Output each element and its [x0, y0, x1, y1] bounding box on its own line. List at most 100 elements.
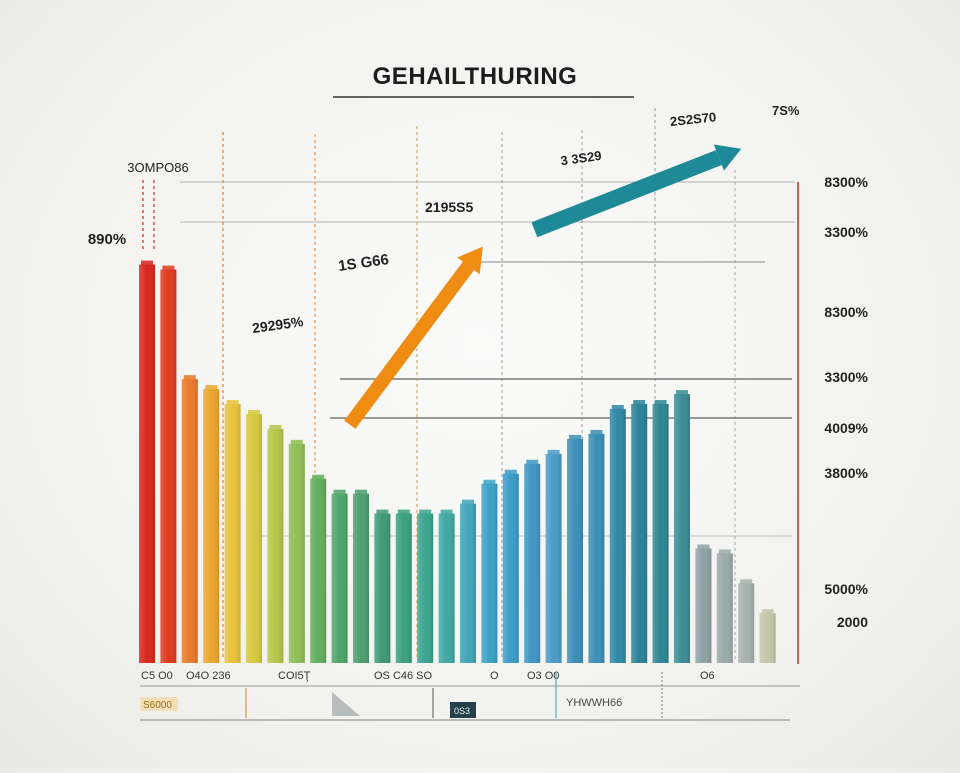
- bar-cap: [654, 400, 667, 406]
- right-label: 3300%: [824, 369, 868, 385]
- bar-shade: [438, 513, 455, 663]
- bar-cap: [590, 429, 603, 435]
- bar-cap: [162, 265, 175, 271]
- bar-cap: [312, 474, 325, 480]
- bar-cap: [397, 509, 410, 515]
- bottom-label: O4O 236: [186, 670, 231, 682]
- bar-cap: [761, 609, 774, 615]
- right-label: 3300%: [824, 224, 868, 240]
- trend-line: [531, 150, 722, 238]
- bottom-label: O3 O0: [527, 670, 559, 682]
- chart-title: GEHAILTHURING: [373, 63, 578, 90]
- left-label: 890%: [88, 231, 126, 248]
- bar-shade: [567, 438, 583, 663]
- bar-shade: [331, 493, 348, 663]
- bar-shade: [588, 433, 605, 663]
- bar-shade: [759, 613, 776, 663]
- bar-shade: [203, 389, 220, 663]
- bar-cap: [483, 479, 496, 485]
- bar-cap: [269, 424, 282, 430]
- bar-shade: [502, 473, 519, 663]
- bar-shade: [481, 483, 498, 663]
- bar-cap: [248, 410, 260, 415]
- bar-shade: [374, 513, 391, 663]
- bar-shade: [395, 513, 412, 663]
- bottom-label: C5 O0: [141, 670, 173, 682]
- bar-shade: [417, 513, 434, 663]
- bar-cap: [526, 459, 539, 465]
- bar-shade: [738, 583, 755, 663]
- bar-cap: [290, 439, 303, 445]
- bar-cap: [718, 549, 731, 555]
- annotation-label: 2195S5: [425, 199, 473, 215]
- bar-cap: [183, 375, 196, 381]
- right-label: 5000%: [824, 581, 868, 597]
- bar-shade: [288, 443, 305, 663]
- bar-shade: [524, 463, 541, 663]
- bottom-label: O: [490, 670, 499, 682]
- bottom-label: OS C46 SO: [374, 670, 433, 682]
- bar-cap: [697, 544, 710, 550]
- bar-cap: [740, 579, 753, 585]
- bar-cap: [462, 499, 474, 505]
- bar-shade: [716, 553, 733, 663]
- bar-cap: [226, 400, 239, 406]
- trend-arrowhead: [457, 246, 483, 275]
- bar-cap: [333, 489, 346, 495]
- bar-cap: [141, 260, 153, 266]
- bar-shade: [609, 409, 626, 663]
- annotation-label: 2S2S70: [669, 109, 717, 129]
- bar-cap: [205, 385, 218, 391]
- bar-cap: [376, 509, 389, 515]
- trend-arrowhead: [713, 144, 742, 171]
- bar-shade: [310, 478, 327, 663]
- footer-tag: [450, 702, 476, 718]
- bar-cap: [676, 390, 688, 396]
- right-label: 8300%: [824, 174, 868, 190]
- bar-shade: [267, 428, 284, 663]
- bottom-label: COI5Ţ: [278, 670, 311, 682]
- right-labels: 8300% 3300% 8300% 3300% 4009% 3800% 5000…: [824, 174, 868, 630]
- bar-shade: [631, 404, 648, 663]
- bar-shade: [460, 503, 476, 663]
- bar-cap: [569, 434, 581, 440]
- bar-cap: [547, 449, 560, 455]
- annotation-label: 3 3S29: [560, 148, 603, 169]
- bar-cap: [440, 509, 453, 515]
- annotation-label: 29295%: [251, 313, 305, 336]
- right-label: 2000: [837, 614, 868, 630]
- bar-cap: [419, 509, 432, 515]
- bar-shade: [181, 379, 198, 663]
- right-label: 3800%: [824, 465, 868, 481]
- footer-label: YHWWH66: [566, 697, 622, 709]
- bar-shade: [224, 404, 241, 663]
- bar-cap: [504, 469, 517, 475]
- footer-triangle: [332, 692, 360, 716]
- bars-group: [139, 260, 776, 663]
- bar-shade: [695, 548, 712, 663]
- left-label: 3OMPO86: [127, 160, 188, 175]
- footer-tag: [140, 697, 178, 711]
- bar-shade: [353, 493, 369, 663]
- footer-label: 0S3: [454, 706, 470, 716]
- bar-shade: [652, 404, 669, 663]
- annotation-label: 1S G66: [337, 251, 390, 275]
- right-label: 4009%: [824, 420, 868, 436]
- footer-label: S6000: [143, 700, 172, 711]
- bar-shade: [160, 269, 177, 663]
- bar-cap: [633, 400, 646, 406]
- bar-shade: [674, 394, 690, 663]
- bar-shade: [545, 453, 562, 663]
- footer: S6000 0S3 YHWWH66: [140, 672, 663, 718]
- bar-cap: [611, 405, 624, 411]
- bottom-label: O6: [700, 670, 715, 682]
- trend-lines: [344, 144, 742, 429]
- annotation-label: 7S%: [772, 103, 800, 118]
- right-label: 8300%: [824, 304, 868, 320]
- bar-shade: [139, 264, 155, 663]
- trend-line: [344, 261, 475, 429]
- bottom-labels: C5 O0 O4O 236 COI5Ţ OS C46 SO O O3 O0 O6: [141, 670, 715, 682]
- annotations: 2195S5 1S G66 29295% 3 3S29 2S2S70 7S%: [251, 103, 800, 336]
